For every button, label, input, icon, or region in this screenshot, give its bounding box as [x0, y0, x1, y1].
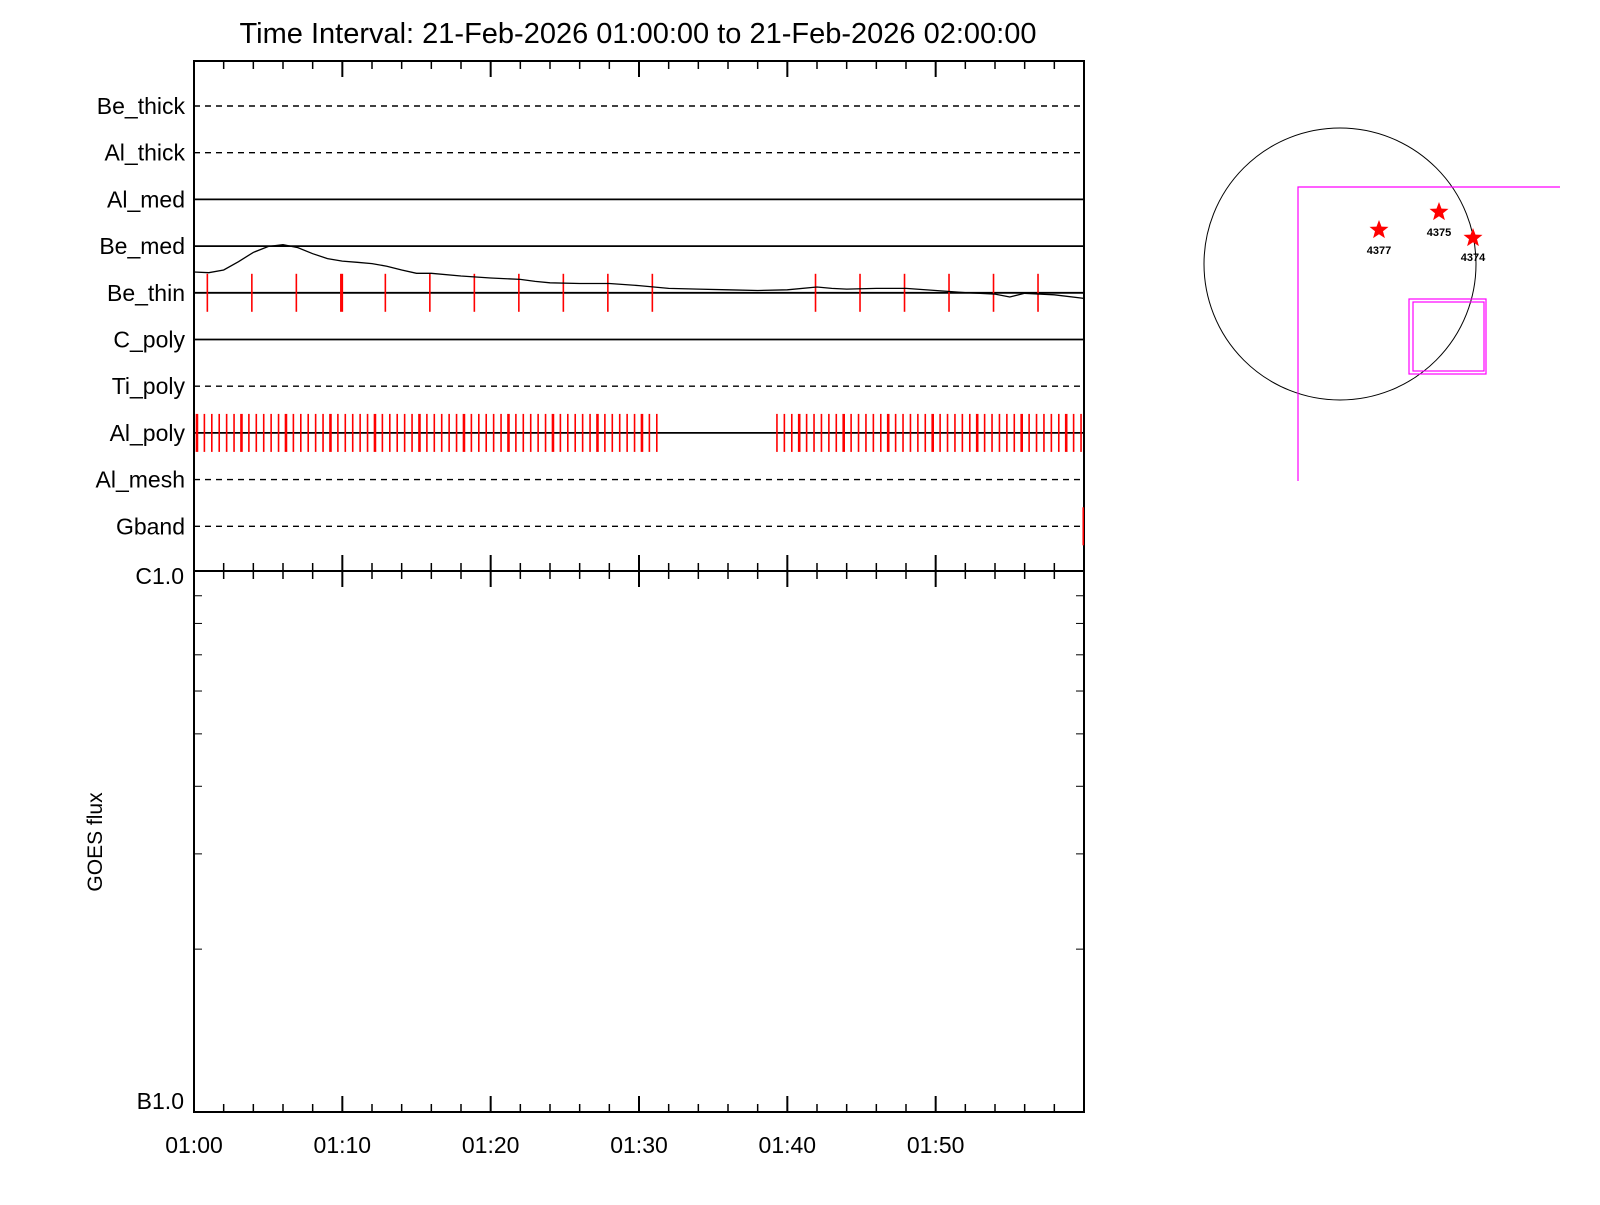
x-tick-label: 01:10 [314, 1132, 372, 1158]
filter-panel: Be_thick Al_thick Al_med Be_med Be_thin C_pol… [96, 60, 1085, 572]
active-region-marks: 4375 4377 4374 [1367, 202, 1486, 264]
filter-rows: Be_thick Al_thick Al_med Be_med Be_thin C_pol… [96, 93, 1085, 546]
filter-label-be-thin: Be_thin [107, 280, 185, 306]
y-tick-label: B1.0 [137, 1088, 184, 1114]
active-region-star-icon [1369, 220, 1389, 239]
goes-x-ticks: 01:00 01:10 01:20 01:30 01:40 01:50 [165, 571, 1085, 1158]
active-region-label: 4377 [1367, 245, 1391, 257]
filter-label-al-med: Al_med [107, 186, 185, 212]
x-tick-label: 01:30 [610, 1132, 668, 1158]
filter-label-al-mesh: Al_mesh [96, 467, 185, 493]
filter-panel-ticks [193, 61, 1085, 571]
filter-label-al-poly: Al_poly [110, 420, 186, 446]
active-region-star-icon [1463, 228, 1483, 247]
filter-label-be-med: Be_med [99, 233, 185, 259]
x-tick-label: 01:50 [907, 1132, 965, 1158]
active-region-label: 4374 [1461, 252, 1486, 264]
filter-label-be-thick: Be_thick [97, 93, 186, 119]
goes-y-axis-label: GOES flux [84, 792, 107, 892]
solar-disk [1203, 127, 1477, 401]
x-tick-label: 01:40 [759, 1132, 817, 1158]
sun-context-map: 4375 4377 4374 [1203, 127, 1560, 481]
goes-flux-series [193, 244, 1085, 300]
fov-outline [1297, 186, 1560, 481]
active-region-label: 4375 [1427, 227, 1451, 239]
x-tick-label: 01:20 [462, 1132, 520, 1158]
goes-panel: B1.0C1.0 01:00 01:10 01:20 01:30 01:40 01:50 … [84, 244, 1085, 1158]
chart-title: Time Interval: 21-Feb-2026 01:00:00 to 2… [240, 18, 1037, 50]
goes-panel-frame [193, 570, 1085, 1113]
filter-label-al-thick: Al_thick [104, 140, 185, 166]
filter-label-c-poly: C_poly [113, 327, 185, 353]
x-tick-label: 01:00 [165, 1132, 223, 1158]
goes-y-ticks: B1.0 C1.0 [135, 563, 1084, 1114]
fov-box-inner [1412, 301, 1485, 372]
filter-panel-frame [193, 60, 1085, 572]
filter-label-gband: Gband [116, 513, 185, 539]
active-region-star-icon [1429, 202, 1449, 221]
filter-label-ti-poly: Ti_poly [112, 373, 186, 399]
y-tick-label: C1.0 [135, 563, 184, 589]
fov-box-outer [1408, 298, 1487, 375]
